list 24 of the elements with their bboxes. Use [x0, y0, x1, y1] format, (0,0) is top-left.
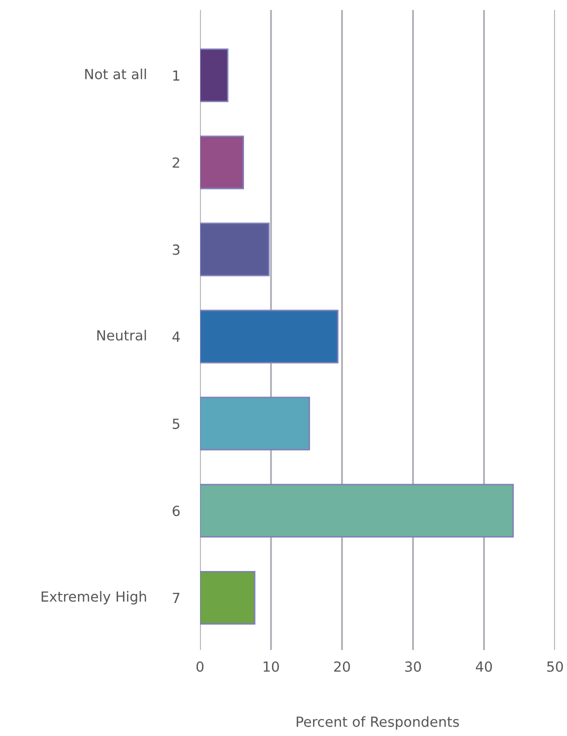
- y-tick-label: 2: [172, 157, 180, 168]
- x-tick-label: 10: [264, 661, 279, 672]
- bar: [200, 484, 514, 538]
- x-tick-label: 40: [476, 661, 492, 672]
- x-tick-label: 50: [547, 661, 563, 672]
- bar: [200, 222, 270, 276]
- y-tick-label: 4: [172, 332, 180, 342]
- text: Neutral: [97, 330, 146, 341]
- bar: [200, 396, 310, 450]
- x-axis-title: Percent of Respondents: [296, 716, 459, 730]
- x-tick-label: 30: [405, 661, 421, 672]
- text: Extremely High: [42, 591, 146, 604]
- y-tick-label: 1: [173, 70, 180, 81]
- bar: [200, 136, 244, 190]
- bar: [200, 48, 228, 102]
- y-tick-label: 3: [172, 244, 180, 255]
- y-tick-label: 5: [172, 418, 180, 430]
- x-tick-label: 0: [196, 661, 204, 672]
- text: Not at all: [85, 68, 146, 80]
- y-tick-label: 7: [172, 592, 180, 604]
- bar: [200, 570, 256, 625]
- x-tick-label: 20: [334, 661, 350, 672]
- y-tick-label: 6: [172, 506, 180, 516]
- bar: [200, 310, 338, 364]
